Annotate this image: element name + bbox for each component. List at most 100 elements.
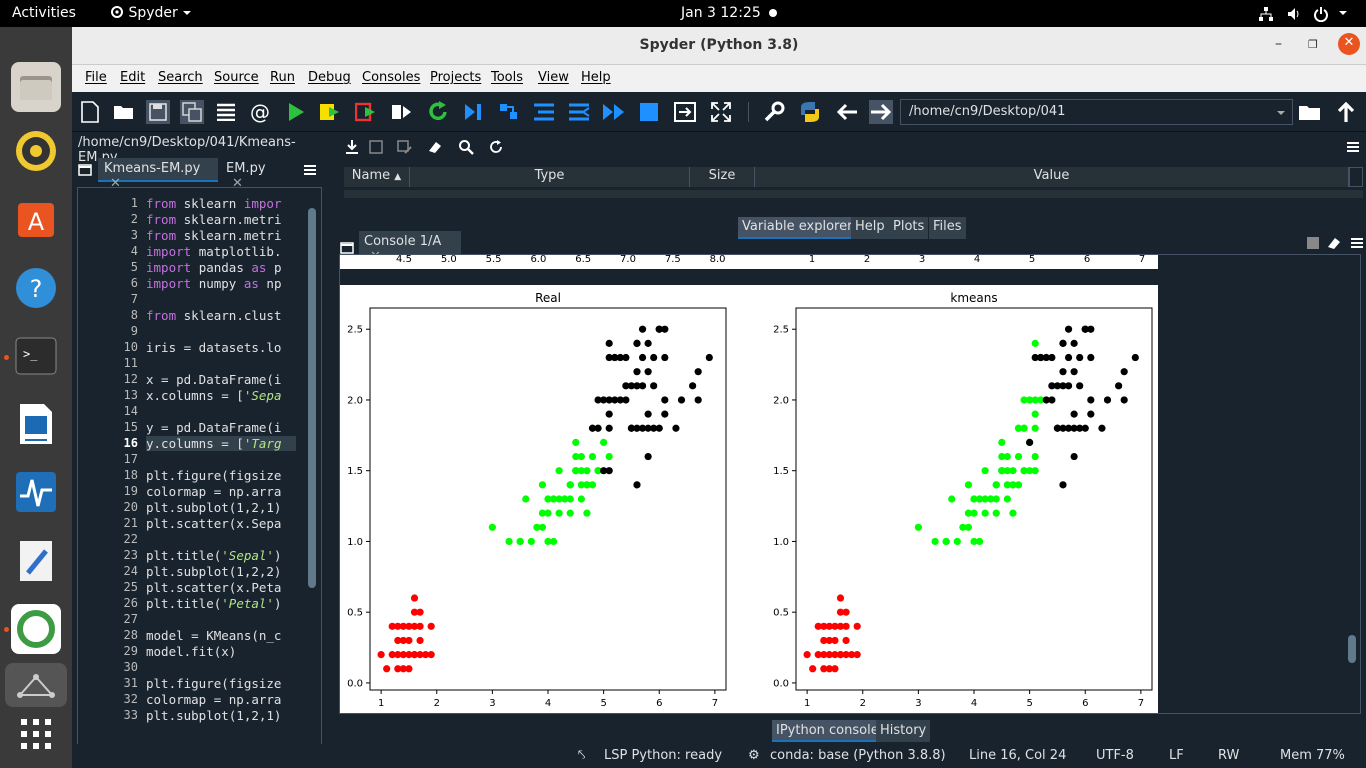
continue-icon[interactable] [602, 100, 626, 124]
tab-help[interactable]: Help [851, 217, 889, 239]
system-monitor-icon[interactable] [11, 467, 61, 517]
code-line[interactable]: import matplotlib. [146, 244, 281, 259]
fullscreen-icon[interactable] [709, 100, 733, 124]
stop-icon[interactable] [637, 100, 661, 124]
menu-projects[interactable]: Projects [430, 70, 482, 85]
new-file-icon[interactable] [78, 100, 102, 124]
minimize-button[interactable]: – [1275, 36, 1282, 52]
tab-plots[interactable]: Plots [889, 217, 929, 239]
run-selection-icon[interactable] [390, 100, 414, 124]
tab-ipython-console[interactable]: IPython console [772, 720, 883, 742]
options-menu-icon[interactable] [1346, 141, 1360, 153]
pane-browse-icon[interactable] [340, 242, 354, 254]
save-all-icon[interactable] [180, 100, 204, 124]
code-line[interactable]: plt.subplot(1,2,2) [146, 564, 281, 579]
menu-tools[interactable]: Tools [491, 70, 524, 85]
console-scrollbar[interactable] [1348, 635, 1356, 663]
preferences-wrench-icon[interactable] [762, 100, 786, 124]
conda-env-status[interactable]: conda: base (Python 3.8.8) [770, 748, 946, 763]
tab-variable-explorer[interactable]: Variable explorer [738, 217, 857, 239]
maximize-pane-icon[interactable] [673, 100, 697, 124]
console-output[interactable]: 4.5 5.0 5.5 6.0 6.5 7.0 7.5 8.0 1 2 3 4 5 6 7 Real 1 2 3 4 5… [339, 254, 1361, 714]
system-menu-chevron-icon[interactable] [1338, 9, 1348, 17]
network-icon[interactable] [1258, 6, 1274, 22]
help-icon[interactable]: ? [11, 263, 61, 313]
code-line[interactable]: plt.title('Petal') [146, 596, 281, 611]
column-header-name[interactable]: Name ▲ [344, 167, 410, 187]
code-line[interactable]: model.fit(x) [146, 644, 236, 659]
code-line[interactable]: import pandas as p [146, 260, 282, 275]
code-line[interactable]: from sklearn.metri [146, 212, 281, 227]
clear-console-icon[interactable] [1326, 236, 1342, 250]
options-menu-icon[interactable] [303, 164, 317, 176]
maximize-button[interactable]: ❐ [1308, 38, 1318, 51]
code-line[interactable]: x.columns = ['Sepa [146, 388, 281, 403]
debug-step-icon[interactable] [497, 100, 521, 124]
menu-run[interactable]: Run [270, 70, 295, 85]
eraser-icon[interactable] [427, 139, 443, 155]
files-icon[interactable] [11, 62, 61, 112]
step-return-icon[interactable] [567, 100, 591, 124]
save-data-as-icon[interactable] [396, 139, 412, 155]
activities-button[interactable]: Activities [12, 5, 76, 21]
code-line[interactable]: colormap = np.arra [146, 692, 281, 707]
code-line[interactable]: iris = datasets.lo [146, 340, 281, 355]
libreoffice-writer-icon[interactable] [11, 399, 61, 449]
code-line[interactable]: model = KMeans(n_c [146, 628, 281, 643]
software-center-icon[interactable]: A [11, 194, 61, 244]
network-app-icon[interactable] [5, 663, 67, 707]
menu-help[interactable]: Help [581, 70, 611, 85]
run-cell-advance-icon[interactable] [354, 100, 378, 124]
spyder-dock-icon[interactable] [11, 604, 61, 654]
working-directory-input[interactable]: /home/cn9/Desktop/041 [900, 99, 1293, 125]
pane-browse-icon[interactable] [78, 164, 92, 176]
save-data-icon[interactable] [368, 139, 384, 155]
volume-icon[interactable] [1286, 6, 1302, 22]
code-line[interactable]: from sklearn impor [146, 196, 282, 211]
code-line[interactable]: x = pd.DataFrame(i [146, 372, 281, 387]
column-header-type[interactable]: Type [410, 167, 690, 187]
menu-edit[interactable]: Edit [120, 70, 146, 85]
code-line[interactable]: import numpy as np [146, 276, 281, 291]
code-line[interactable]: plt.subplot(1,2,1) [146, 708, 281, 723]
refresh-icon[interactable] [489, 140, 503, 154]
column-header-size[interactable]: Size [690, 167, 755, 187]
code-editor[interactable]: 1 2 3 4 5 6 7 8 9 10 11 12 13 14 15 16 17 18 19 20 21 22 23 24 2… [77, 187, 322, 765]
tab-kmeans-em[interactable]: Kmeans-EM.py ✕ [98, 158, 218, 191]
code-line[interactable]: plt.title('Sepal') [146, 548, 281, 563]
code-line[interactable]: colormap = np.arra [146, 484, 281, 499]
options-menu-icon[interactable] [1350, 237, 1364, 249]
menu-view[interactable]: View [538, 70, 569, 85]
terminal-icon[interactable]: >_ [11, 331, 61, 381]
rhythmbox-icon[interactable] [11, 126, 61, 176]
tab-history[interactable]: History [876, 720, 931, 742]
open-file-icon[interactable] [112, 100, 136, 124]
window-titlebar[interactable]: Spyder (Python 3.8) – ❐ ✕ [72, 27, 1366, 65]
menu-file[interactable]: File [85, 70, 107, 85]
code-line[interactable]: from sklearn.metri [146, 228, 281, 243]
app-menu[interactable]: Spyder [110, 5, 192, 21]
save-icon[interactable] [146, 100, 170, 124]
run-icon[interactable] [284, 100, 308, 124]
menu-debug[interactable]: Debug [308, 70, 351, 85]
parent-directory-icon[interactable] [1334, 100, 1358, 124]
column-header-value[interactable]: Value [755, 167, 1349, 187]
python-path-icon[interactable] [798, 100, 822, 124]
rerun-icon[interactable] [426, 100, 450, 124]
lsp-status[interactable]: LSP Python: ready [604, 748, 723, 763]
forward-arrow-icon[interactable] [869, 100, 893, 124]
text-editor-icon[interactable] [11, 536, 61, 586]
tab-em[interactable]: EM.py ✕ [220, 158, 290, 191]
code-line[interactable]: plt.figure(figsize [146, 468, 281, 483]
close-tab-icon[interactable]: ✕ [232, 176, 243, 191]
close-button[interactable]: ✕ [1338, 33, 1360, 55]
at-sign-icon[interactable]: @ [250, 100, 270, 124]
code-line[interactable]: from sklearn.clust [146, 308, 281, 323]
browse-directory-icon[interactable] [1298, 100, 1322, 124]
search-icon[interactable] [458, 139, 474, 155]
code-line[interactable]: y = pd.DataFrame(i [146, 420, 281, 435]
menu-consoles[interactable]: Consoles [362, 70, 421, 85]
code-line[interactable]: plt.subplot(1,2,1) [146, 500, 281, 515]
editor-vertical-scrollbar[interactable] [308, 208, 316, 588]
chevron-down-icon[interactable] [1276, 109, 1286, 117]
